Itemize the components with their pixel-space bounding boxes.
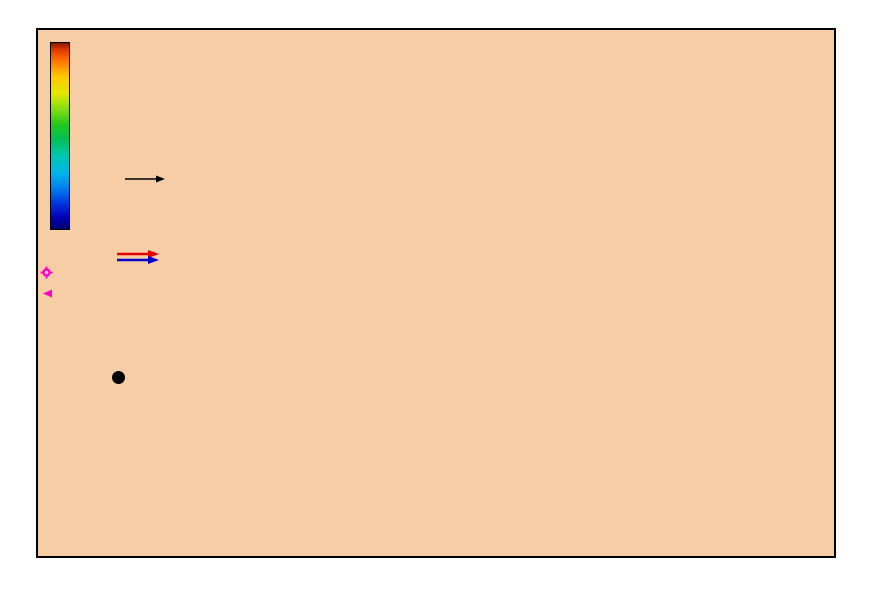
gsl-scale-arrow-icon <box>125 175 165 183</box>
bathy-1000m-line <box>0 0 60 2</box>
colorbar-gradient <box>50 42 70 230</box>
city-marker-sydney <box>112 371 125 384</box>
drifter-marker-icon <box>43 289 52 298</box>
hf-radar-scale-arrow-icon <box>117 250 159 264</box>
map-plot-area[interactable] <box>36 28 836 558</box>
colorbar <box>50 42 70 230</box>
argo-marker-icon <box>40 266 53 279</box>
current-vectors-canvas <box>38 30 834 556</box>
